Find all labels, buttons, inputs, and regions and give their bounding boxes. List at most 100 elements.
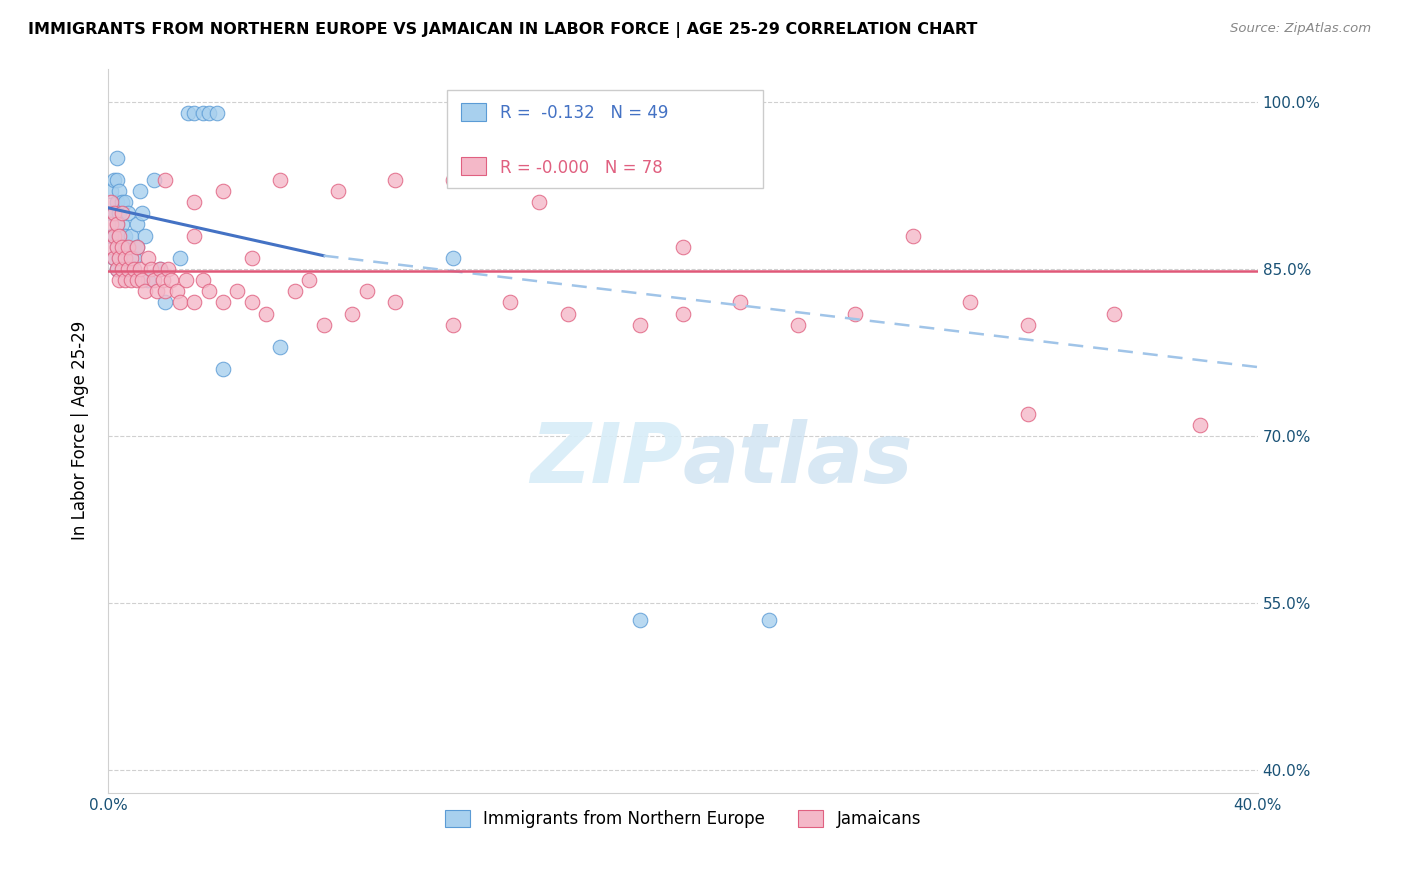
Point xyxy=(143,273,166,287)
Point xyxy=(105,195,128,210)
Point xyxy=(155,285,177,299)
Point xyxy=(183,228,205,243)
Point xyxy=(134,285,156,299)
Point xyxy=(122,262,145,277)
Point xyxy=(1102,307,1125,321)
Point xyxy=(114,228,136,243)
Point xyxy=(240,251,263,265)
Text: R = -0.000   N = 78: R = -0.000 N = 78 xyxy=(501,159,662,177)
Point xyxy=(205,106,228,120)
Point xyxy=(298,273,321,287)
Point xyxy=(441,318,464,332)
Point xyxy=(177,106,200,120)
Text: R =  -0.132   N = 49: R = -0.132 N = 49 xyxy=(501,104,668,122)
Point xyxy=(111,218,134,232)
Point xyxy=(100,218,122,232)
Point xyxy=(197,106,219,120)
Point xyxy=(155,173,177,187)
Point xyxy=(212,362,235,376)
Point xyxy=(105,218,128,232)
Point xyxy=(183,295,205,310)
Point xyxy=(117,262,139,277)
Point xyxy=(111,206,134,220)
Bar xyxy=(461,103,486,120)
Point xyxy=(103,173,125,187)
Point xyxy=(183,195,205,210)
Point xyxy=(114,195,136,210)
Point xyxy=(527,195,550,210)
Point xyxy=(103,228,125,243)
Point xyxy=(136,273,159,287)
Point xyxy=(786,318,808,332)
Point xyxy=(356,285,378,299)
Legend: Immigrants from Northern Europe, Jamaicans: Immigrants from Northern Europe, Jamaica… xyxy=(439,804,928,835)
Point xyxy=(212,295,235,310)
Point xyxy=(672,240,695,254)
Point xyxy=(146,285,169,299)
Point xyxy=(100,184,122,198)
Bar xyxy=(461,158,486,175)
Point xyxy=(844,307,866,321)
Point xyxy=(384,295,406,310)
Point xyxy=(143,173,166,187)
Text: Source: ZipAtlas.com: Source: ZipAtlas.com xyxy=(1230,22,1371,36)
Point xyxy=(672,307,695,321)
Point xyxy=(1017,407,1039,421)
Point xyxy=(117,206,139,220)
Point xyxy=(1189,417,1212,432)
Point xyxy=(152,273,174,287)
Point xyxy=(342,307,364,321)
Point xyxy=(169,295,191,310)
Point xyxy=(191,273,214,287)
Point xyxy=(557,307,579,321)
Point xyxy=(758,613,780,627)
Point xyxy=(120,273,142,287)
Point xyxy=(103,251,125,265)
Y-axis label: In Labor Force | Age 25-29: In Labor Force | Age 25-29 xyxy=(72,321,89,541)
Point xyxy=(901,228,924,243)
Point xyxy=(149,262,172,277)
Point xyxy=(105,173,128,187)
Point xyxy=(131,206,153,220)
Point xyxy=(100,240,122,254)
Point xyxy=(125,240,148,254)
Point xyxy=(269,173,291,187)
Point xyxy=(284,285,307,299)
Point xyxy=(105,240,128,254)
Point xyxy=(108,251,131,265)
Point xyxy=(136,251,159,265)
Point xyxy=(134,228,156,243)
Point xyxy=(111,262,134,277)
Point xyxy=(114,251,136,265)
Point xyxy=(120,262,142,277)
Point xyxy=(131,273,153,287)
Point xyxy=(111,240,134,254)
Point xyxy=(499,295,522,310)
Point xyxy=(212,184,235,198)
Point xyxy=(117,240,139,254)
Point xyxy=(160,273,183,287)
Point xyxy=(111,195,134,210)
Point xyxy=(108,184,131,198)
Point xyxy=(312,318,335,332)
Point xyxy=(125,218,148,232)
Point xyxy=(157,262,180,277)
Point xyxy=(100,195,122,210)
Point xyxy=(149,262,172,277)
Point xyxy=(103,251,125,265)
Point xyxy=(197,285,219,299)
Point xyxy=(105,262,128,277)
FancyBboxPatch shape xyxy=(447,90,763,188)
Point xyxy=(105,151,128,165)
Point xyxy=(191,106,214,120)
Point xyxy=(326,184,349,198)
Point xyxy=(108,251,131,265)
Point xyxy=(122,251,145,265)
Point xyxy=(108,206,131,220)
Point xyxy=(128,184,150,198)
Point xyxy=(114,273,136,287)
Point xyxy=(108,228,131,243)
Point xyxy=(139,262,162,277)
Point xyxy=(103,206,125,220)
Point xyxy=(441,251,464,265)
